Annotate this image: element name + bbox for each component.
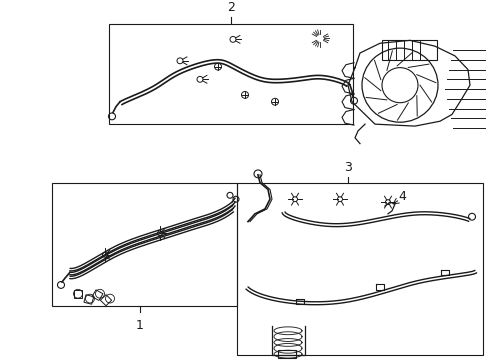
Bar — [84, 295, 94, 304]
Bar — [52, 183, 237, 306]
Bar — [100, 295, 111, 306]
Text: 2: 2 — [226, 1, 234, 14]
Text: 1: 1 — [136, 319, 143, 332]
Bar — [92, 290, 102, 301]
Bar — [109, 24, 352, 124]
Bar — [381, 40, 436, 60]
Text: 4: 4 — [397, 190, 405, 203]
Bar — [74, 290, 82, 298]
Text: 3: 3 — [344, 161, 351, 174]
Bar — [237, 183, 482, 355]
Bar — [278, 350, 295, 358]
